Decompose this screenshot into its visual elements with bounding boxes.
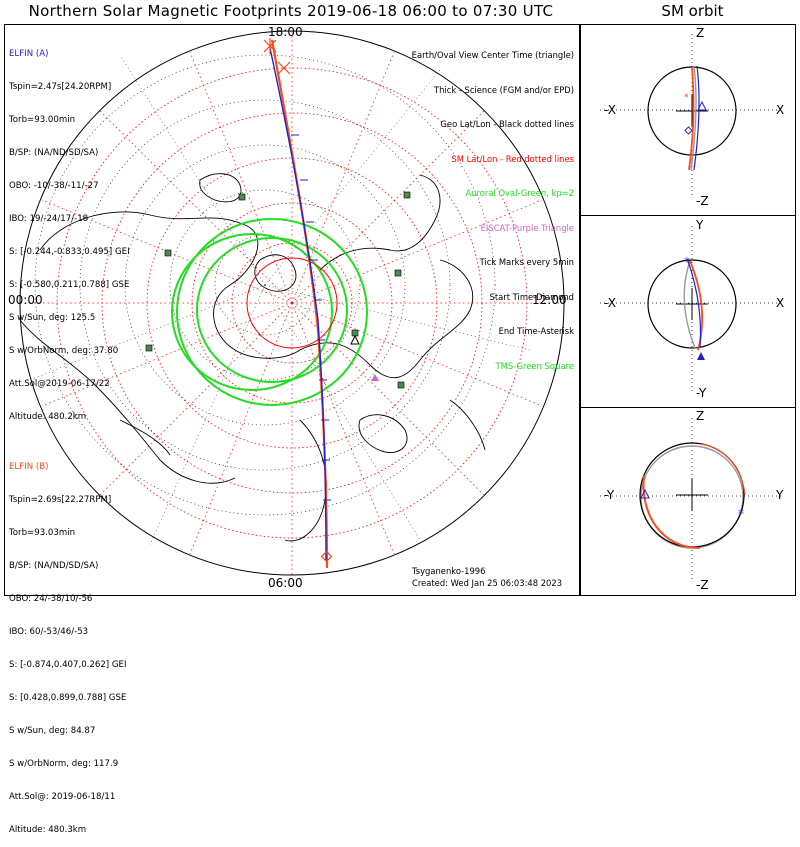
eiscat-triangle xyxy=(371,374,379,381)
elfin-a-line: S: [-0.244,-0.833,0.495] GEI xyxy=(9,247,130,257)
track-ticks xyxy=(291,134,331,501)
track-start-end xyxy=(263,38,333,563)
legend-item: Start Time-Diamond xyxy=(489,291,574,302)
elfin-a-info: ELFIN (A) Tspin=2.47s[24.20RPM] Torb=93.… xyxy=(9,27,130,434)
geo-lon-lines xyxy=(29,54,531,546)
orbit3-label-top: Z xyxy=(696,409,705,423)
svg-text:*: * xyxy=(684,255,690,269)
tms-stations xyxy=(145,191,411,389)
legend-item: End Time-Asterisk xyxy=(498,326,574,336)
legend-item: Geo Lat/Lon - Black dotted lines xyxy=(440,119,574,129)
map-label-top: 18:00 xyxy=(268,25,303,39)
orbit1-label-left: -X xyxy=(604,103,616,117)
orbit2-label-bottom: -Y xyxy=(696,386,707,400)
legend-item: EISCAT-Purple Triangle xyxy=(480,222,574,233)
model-credit: Tsyganenko-1996 xyxy=(412,566,486,576)
orbit2-label-right: X xyxy=(776,296,785,310)
legend-item: Tick Marks every 5min xyxy=(479,257,574,267)
legend-item: SM Lat/Lon - Red dotted lines xyxy=(451,153,574,164)
legend: Earth/Oval View Center Time (triangle) T… xyxy=(412,27,574,384)
legend-item: TMS-Green Square xyxy=(495,360,575,371)
legend-item: Thick - Science (FGM and/or EPD) xyxy=(433,84,574,95)
elfin-b-line: Altitude: 480.3km xyxy=(9,825,87,835)
view-center-triangle xyxy=(350,334,360,345)
elfin-a-line: S: [-0.580,0.211,0.788] GSE xyxy=(9,280,130,290)
auroral-ovals xyxy=(171,218,368,406)
elfin-a-line: S w/OrbNorm, deg: 37.80 xyxy=(9,346,119,356)
geo-lat-circles xyxy=(34,54,496,516)
elfin-b-line: S: [0.428,0.899,0.788] GSE xyxy=(9,693,127,703)
elfin-b-line: S w/OrbNorm, deg: 117.9 xyxy=(9,759,119,769)
svg-text:*: * xyxy=(738,507,744,521)
elfin-b-line: S: [-0.874,0.407,0.262] GEI xyxy=(9,660,127,670)
elfin-a-line: S w/Sun, deg: 125.5 xyxy=(9,313,96,323)
elfin-b-line: Att.Sol@: 2019-06-18/11 xyxy=(9,792,116,802)
elfin-b-line: IBO: 60/-53/46/-53 xyxy=(9,627,89,637)
elfin-a-track xyxy=(269,47,327,561)
elfin-b-line: Torb=93.03min xyxy=(9,528,76,538)
footprint-map xyxy=(19,30,565,576)
elfin-b-name: ELFIN (B) xyxy=(9,462,49,472)
elfin-b-line: B/SP: (NA/ND/SD/SA) xyxy=(9,561,99,571)
elfin-b-line: OBO: 24/-38/10/-56 xyxy=(9,594,93,604)
orbit-xz: * xyxy=(600,34,784,196)
elfin-a-name: ELFIN (A) xyxy=(9,49,49,59)
elfin-a-line: IBO: 19/-24/17/-18 xyxy=(9,214,89,224)
orbit-yz: * xyxy=(600,418,784,582)
orbit-panel-yz xyxy=(580,407,796,596)
map-label-left: 00:00 xyxy=(8,293,43,307)
footprint-map-frame xyxy=(4,24,580,596)
orbit2-label-left: -X xyxy=(604,296,616,310)
orbit3-label-right: Y xyxy=(776,488,784,502)
legend-item: Earth/Oval View Center Time (triangle) xyxy=(411,50,574,60)
elfin-a-line: OBO: -10/-38/-11/-27 xyxy=(9,181,99,191)
map-label-right: 12:00 xyxy=(532,293,567,307)
created-timestamp: Created: Wed Jan 25 06:03:48 2023 xyxy=(412,578,563,588)
elfin-b-line: Tspin=2.69s[22.27RPM] xyxy=(9,495,112,505)
elfin-a-line: Altitude: 480.2km xyxy=(9,412,87,422)
orbit-xy: * xyxy=(600,226,784,392)
orbit1-label-right: X xyxy=(776,103,785,117)
elfin-a-line: Torb=93.00min xyxy=(9,115,76,125)
coastlines xyxy=(19,173,486,542)
orbit-plots: * * * xyxy=(600,34,784,582)
orbit1-label-bottom: -Z xyxy=(696,194,709,208)
svg-text:*: * xyxy=(684,93,689,103)
earth-limb xyxy=(19,30,565,576)
orbit1-label-top: Z xyxy=(696,26,705,40)
map-label-bottom: 06:00 xyxy=(268,576,303,590)
orbit3-label-left: -Y xyxy=(604,488,615,502)
legend-item: Auroral Oval-Green, kp=2 xyxy=(465,188,574,198)
elfin-a-line: Tspin=2.47s[24.20RPM] xyxy=(9,82,112,92)
elfin-a-line: Att.Sol@2019-06-17/22 xyxy=(9,379,110,389)
orbit-title: SM orbit xyxy=(661,2,724,20)
elfin-b-line: S w/Sun, deg: 84.87 xyxy=(9,726,96,736)
orbit2-label-top: Y xyxy=(696,218,704,232)
elfin-a-line: B/SP: (NA/ND/SD/SA) xyxy=(9,148,99,158)
orbit3-label-bottom: -Z xyxy=(696,578,709,592)
plot-title: Northern Solar Magnetic Footprints 2019-… xyxy=(28,2,554,20)
